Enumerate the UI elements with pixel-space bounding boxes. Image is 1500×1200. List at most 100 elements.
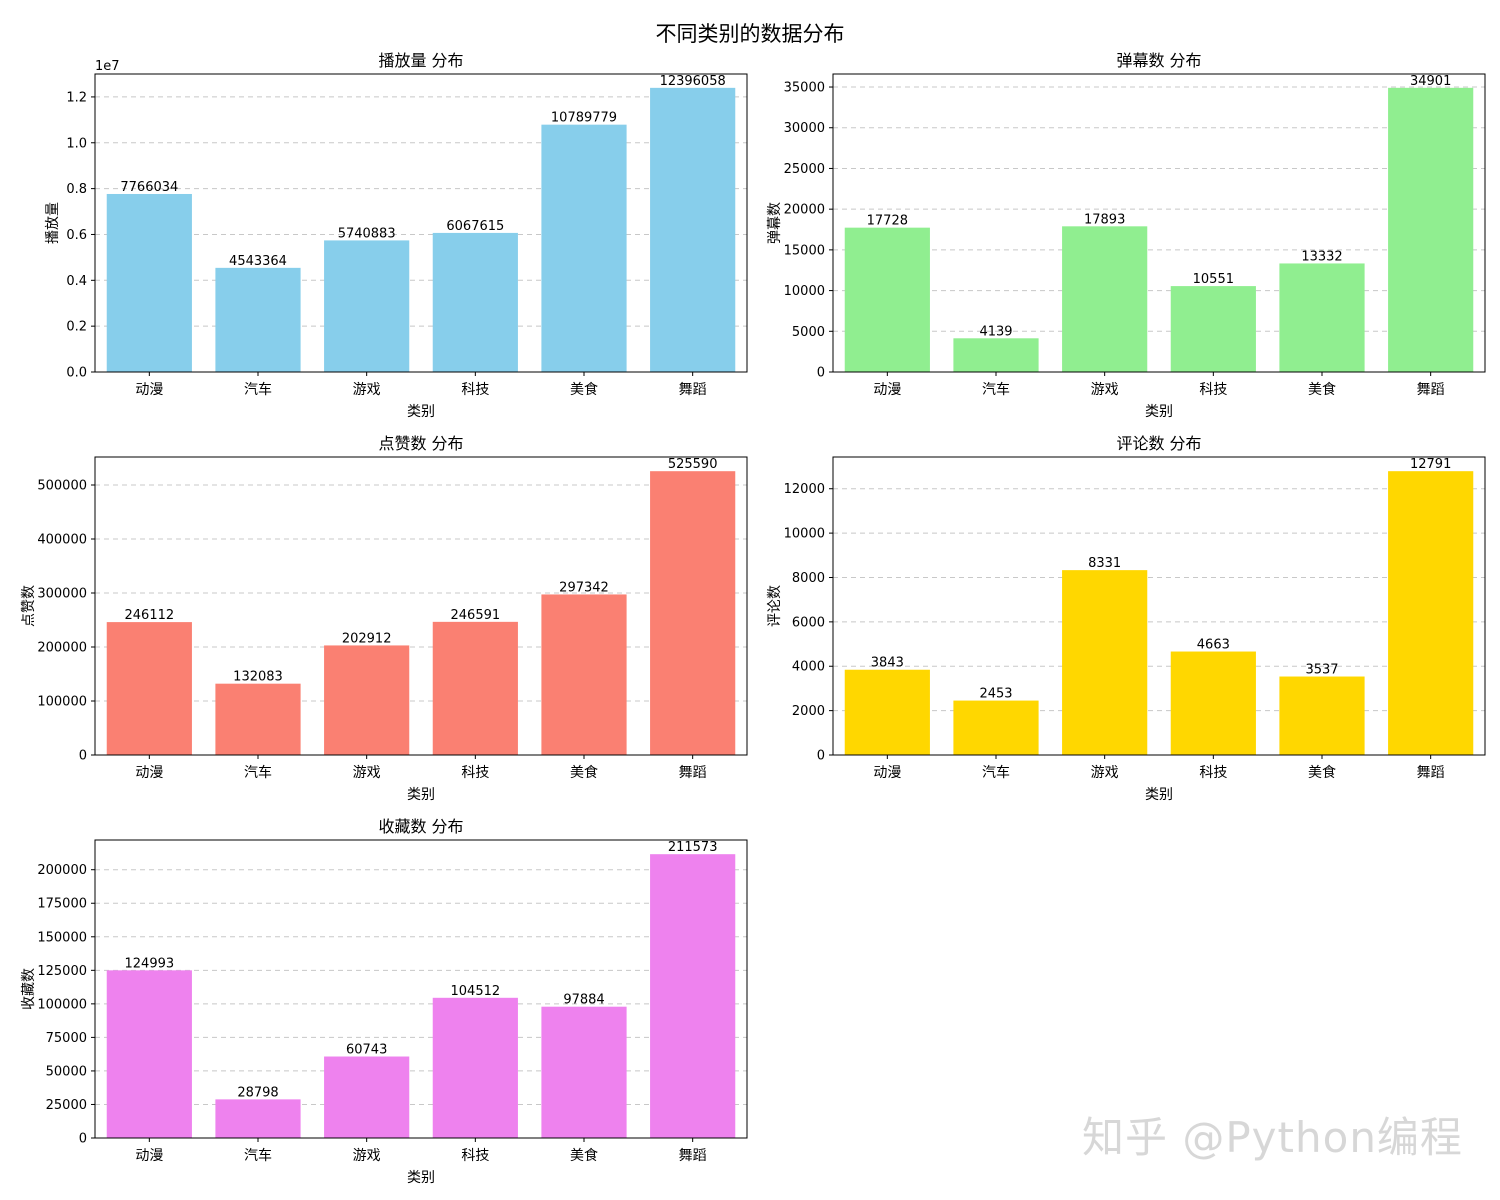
- bar: [1279, 676, 1365, 755]
- y-tick-label: 10000: [784, 284, 825, 299]
- x-tick-label: 游戏: [353, 382, 381, 398]
- chart-title: 弹幕数 分布: [1116, 51, 1201, 70]
- y-axis-offset-label: 1e7: [95, 59, 120, 74]
- y-tick-label: 0.8: [66, 182, 87, 197]
- bar-value-label: 5740883: [338, 226, 396, 241]
- bar-value-label: 4663: [1197, 638, 1230, 653]
- bar-value-label: 7766034: [120, 180, 178, 195]
- x-axis-label: 类别: [1145, 787, 1173, 803]
- x-tick-label: 美食: [1308, 764, 1336, 781]
- y-tick-label: 1.2: [66, 90, 87, 105]
- y-tick-label: 125000: [37, 964, 87, 979]
- x-tick-label: 舞蹈: [679, 765, 707, 781]
- y-tick-label: 200000: [37, 641, 87, 656]
- bar: [1388, 471, 1474, 755]
- axes-frame: [832, 456, 1486, 756]
- y-axis-label: 评论数: [767, 585, 783, 627]
- bar: [953, 700, 1039, 755]
- bar-value-label: 3843: [871, 656, 904, 671]
- bar: [844, 227, 930, 372]
- y-tick-label: 6000: [792, 615, 825, 630]
- bar: [1170, 286, 1256, 372]
- bar: [541, 1006, 627, 1138]
- bar-value-label: 17728: [867, 214, 908, 229]
- bar-value-label: 13332: [1301, 249, 1342, 264]
- y-tick-label: 0.2: [66, 320, 87, 335]
- bar-value-label: 17893: [1084, 212, 1125, 227]
- bar-value-label: 8331: [1088, 556, 1121, 571]
- chart-panel-4: 3843 动漫 2453 汽车 8331 游戏 4663 科技 3537 美食 12791 舞蹈 0 20…: [767, 434, 1486, 803]
- x-tick-label: 汽车: [244, 764, 272, 781]
- chart-title: 点赞数 分布: [378, 434, 463, 453]
- bar: [215, 683, 301, 755]
- x-tick-label: 汽车: [982, 381, 1010, 398]
- y-tick-label: 15000: [784, 243, 825, 258]
- bar-value-label: 34901: [1410, 74, 1451, 89]
- bar: [106, 622, 192, 755]
- y-tick-label: 50000: [46, 1064, 87, 1079]
- y-tick-label: 175000: [37, 897, 87, 912]
- y-tick-label: 0: [79, 1132, 87, 1147]
- chart-title: 收藏数 分布: [378, 817, 463, 836]
- bar: [650, 854, 736, 1138]
- bar: [324, 240, 410, 372]
- bar-value-label: 246591: [451, 608, 501, 623]
- x-tick-label: 游戏: [1091, 382, 1119, 398]
- x-tick-label: 科技: [1199, 382, 1227, 398]
- bar-value-label: 202912: [342, 631, 392, 646]
- bar-value-label: 525590: [668, 457, 718, 472]
- y-tick-label: 500000: [37, 479, 87, 494]
- x-tick-label: 动漫: [135, 382, 163, 398]
- y-tick-label: 200000: [37, 863, 87, 878]
- y-tick-label: 0.4: [66, 274, 87, 289]
- y-tick-label: 8000: [792, 571, 825, 586]
- y-tick-label: 75000: [46, 1031, 87, 1046]
- bar-value-label: 4543364: [229, 254, 287, 269]
- bar-value-label: 2453: [979, 687, 1012, 702]
- chart-title: 评论数 分布: [1116, 434, 1201, 453]
- bar-value-label: 211573: [668, 840, 718, 855]
- x-tick-label: 科技: [1199, 765, 1227, 781]
- bar: [1279, 263, 1365, 372]
- y-tick-label: 10000: [784, 527, 825, 542]
- x-tick-label: 动漫: [873, 765, 901, 781]
- y-tick-label: 100000: [37, 695, 87, 710]
- axes-frame: [94, 73, 748, 373]
- chart-panel-3: 246112 动漫 132083 汽车 202912 游戏 246591 科技 297342 美食…: [21, 434, 748, 803]
- x-tick-label: 动漫: [873, 382, 901, 398]
- x-tick-label: 科技: [461, 765, 489, 781]
- y-tick-label: 12000: [784, 482, 825, 497]
- bar-value-label: 246112: [125, 608, 175, 623]
- y-tick-label: 35000: [784, 81, 825, 96]
- axes-frame: [832, 73, 1486, 373]
- x-tick-label: 美食: [570, 381, 598, 398]
- y-axis-label: 播放量: [45, 202, 61, 244]
- y-tick-label: 1.0: [66, 136, 87, 151]
- bar: [106, 193, 192, 372]
- x-tick-label: 科技: [461, 382, 489, 398]
- bar: [650, 87, 736, 372]
- y-axis-label: 收藏数: [21, 968, 37, 1010]
- y-axis-label: 点赞数: [21, 585, 37, 627]
- bar-value-label: 4139: [979, 324, 1012, 339]
- y-tick-label: 20000: [784, 203, 825, 218]
- bar: [541, 594, 627, 755]
- bar: [953, 338, 1039, 372]
- bar: [1062, 570, 1148, 755]
- bar-value-label: 132083: [233, 670, 283, 685]
- y-tick-label: 400000: [37, 533, 87, 548]
- bar: [844, 669, 930, 755]
- bar-value-label: 60743: [346, 1043, 387, 1058]
- bar: [215, 267, 301, 372]
- y-tick-label: 300000: [37, 587, 87, 602]
- axes-frame: [94, 456, 748, 756]
- bar: [324, 1056, 410, 1138]
- bar: [1388, 87, 1474, 373]
- y-tick-label: 25000: [46, 1098, 87, 1113]
- bar-value-label: 12396058: [660, 74, 726, 89]
- x-tick-label: 汽车: [244, 1147, 272, 1164]
- x-tick-label: 动漫: [135, 1148, 163, 1164]
- y-tick-label: 0: [79, 749, 87, 764]
- x-tick-label: 动漫: [135, 765, 163, 781]
